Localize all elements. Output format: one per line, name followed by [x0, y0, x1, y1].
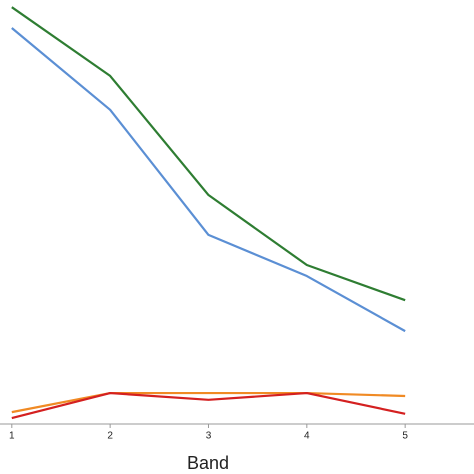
series-line	[11, 27, 406, 333]
series-line	[11, 391, 406, 414]
x-tick-label: 1	[9, 431, 15, 442]
series-line	[11, 391, 406, 420]
x-tick-label: 5	[402, 431, 408, 442]
series-line	[11, 6, 406, 302]
x-tick-label: 2	[107, 431, 113, 442]
x-axis-label: Band	[187, 453, 229, 473]
x-tick-label: 3	[206, 431, 212, 442]
x-tick-label: 4	[304, 431, 310, 442]
